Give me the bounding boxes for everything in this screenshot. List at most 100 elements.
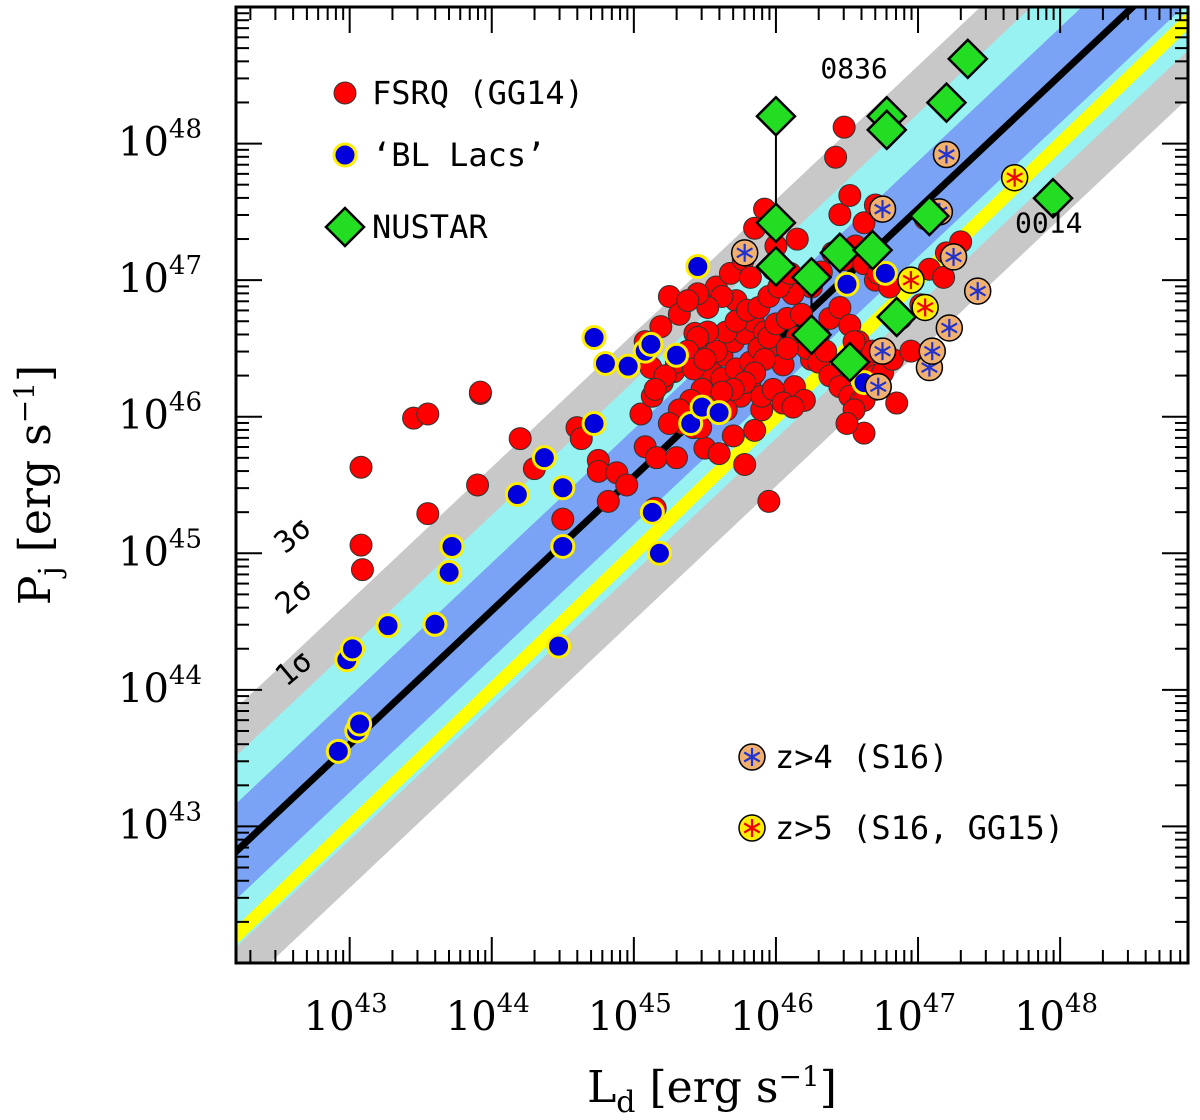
point-bllac — [550, 533, 576, 559]
point-fsrq — [615, 473, 639, 497]
annotation-label: 0014 — [1015, 206, 1082, 239]
point-nustar — [946, 38, 989, 80]
y-tick-label: 1047 — [118, 251, 202, 302]
point-fsrq — [468, 380, 492, 404]
point-bllac — [685, 253, 711, 279]
legend-label: NUSTAR — [372, 208, 488, 246]
point-bllac — [546, 633, 572, 659]
point-fsrq — [416, 502, 440, 526]
equality-line — [236, 11, 1188, 945]
legend-item: z>4 (S16) — [738, 738, 948, 776]
x-tick-label: 1046 — [730, 989, 814, 1040]
legend-item: NUSTAR — [324, 206, 488, 248]
point-nustar — [875, 296, 918, 338]
point-z5 — [911, 293, 939, 322]
point-bllac — [615, 353, 641, 379]
legend-label: z>5 (S16, GG15) — [775, 809, 1064, 847]
data-points — [325, 38, 1074, 764]
point-bllac — [638, 331, 664, 357]
legend-marker-z4 — [738, 743, 766, 771]
axis-ticks — [236, 6, 1188, 964]
point-nustar — [1032, 177, 1074, 219]
point-fsrq — [835, 412, 859, 436]
legend-marker-nustar — [324, 206, 366, 248]
point-z5 — [1000, 163, 1029, 192]
point-bllac — [340, 636, 366, 662]
point-fsrq — [838, 183, 862, 207]
point-bllac — [834, 271, 860, 297]
point-fsrq — [693, 347, 717, 371]
plot-frame — [234, 5, 1190, 965]
y-tick-label: 1044 — [118, 661, 202, 712]
point-bllac — [325, 738, 351, 764]
point-bllac — [872, 260, 898, 286]
point-fsrq — [785, 227, 809, 251]
point-fsrq — [828, 203, 852, 227]
point-fsrq — [349, 533, 373, 557]
point-z5 — [897, 266, 925, 294]
y-axis-title: Pj [erg s−1] — [8, 365, 68, 605]
y-tick-label: 1045 — [118, 524, 202, 575]
point-nustar — [851, 229, 894, 271]
point-nustar — [755, 202, 797, 244]
legend-item: ‘BL Lacs’ — [332, 136, 545, 174]
point-fsrq — [721, 424, 745, 448]
point-fsrq — [707, 442, 731, 466]
legend-item: FSRQ (GG14) — [333, 74, 584, 112]
point-nustar — [790, 314, 833, 356]
point-bllac — [531, 445, 557, 471]
point-bllac — [581, 325, 607, 351]
point-fsrq — [350, 558, 374, 582]
point-nustar — [790, 256, 833, 299]
point-nustar — [755, 95, 797, 138]
point-z4 — [963, 277, 992, 305]
point-bllac — [439, 533, 465, 559]
x-tick-label: 1047 — [872, 989, 956, 1040]
point-nustar — [829, 341, 871, 383]
point-bllac — [663, 342, 689, 368]
point-fsrq — [828, 295, 852, 319]
y-tick-label: 1048 — [118, 115, 202, 166]
point-fsrq — [710, 380, 734, 404]
point-nustar — [755, 245, 797, 288]
point-fsrq — [349, 455, 373, 479]
point-bllac — [422, 611, 448, 637]
point-z4 — [939, 243, 968, 271]
point-bllac — [550, 475, 576, 501]
point-fsrq — [416, 402, 440, 426]
point-fsrq — [657, 412, 681, 436]
legend-marker-fsrq — [333, 81, 357, 105]
point-fsrq — [629, 402, 653, 426]
point-fsrq — [508, 427, 532, 451]
y-tick-label: 1046 — [118, 388, 202, 439]
point-fsrq — [466, 473, 490, 497]
point-fsrq — [676, 289, 700, 313]
point-fsrq — [645, 446, 669, 470]
x-tick-label: 1045 — [588, 989, 672, 1040]
point-fsrq — [781, 395, 805, 419]
point-bllac — [375, 613, 401, 639]
point-fsrq — [596, 489, 620, 513]
point-z4 — [864, 372, 892, 401]
point-nustar — [866, 109, 908, 151]
legend-marker-bllac — [332, 142, 358, 168]
legend-item: z>5 (S16, GG15) — [738, 809, 1064, 847]
point-z4 — [868, 337, 897, 365]
point-bllac — [504, 482, 530, 508]
point-fsrq — [551, 507, 575, 531]
x-tick-label: 1044 — [446, 989, 530, 1040]
legend-label: ‘BL Lacs’ — [372, 136, 545, 174]
point-bllac — [592, 350, 618, 376]
annotations: 0836 0014 — [820, 52, 1082, 239]
legend-marker-z5 — [738, 814, 766, 842]
point-fsrq — [664, 446, 688, 470]
point-fsrq — [824, 145, 848, 169]
point-z4 — [918, 337, 946, 365]
point-nustar — [819, 232, 861, 274]
point-nustar — [908, 195, 951, 237]
point-bllac — [581, 411, 607, 437]
point-z4 — [868, 195, 897, 223]
point-fsrq — [832, 115, 856, 139]
